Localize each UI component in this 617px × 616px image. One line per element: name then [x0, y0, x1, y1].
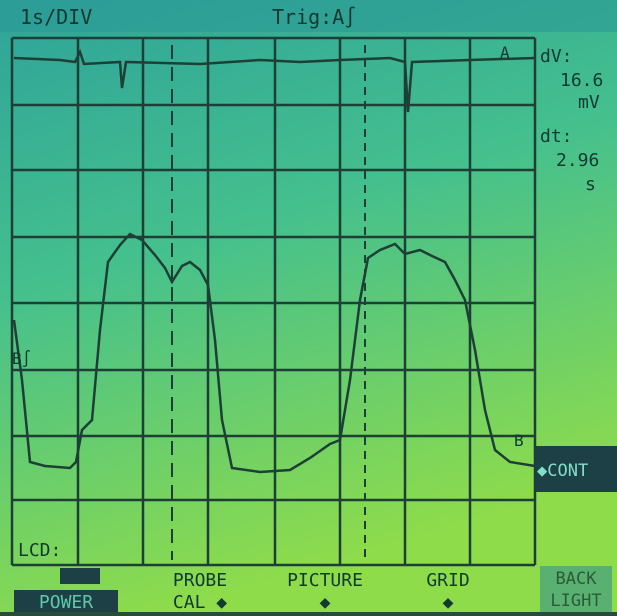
marker-a: A [500, 43, 510, 62]
trace-b [12, 232, 536, 474]
backlight-box [540, 566, 612, 612]
menu-cal[interactable]: CAL ◆ [173, 592, 227, 613]
dt-label: dt: [540, 126, 573, 147]
trigger: Trig:A∫ [272, 5, 356, 29]
menu-grid-arrow[interactable]: ◆ [443, 592, 454, 613]
menu-picture[interactable]: PICTURE [287, 570, 363, 591]
power-box [14, 590, 118, 612]
lcd-status: LCD: [18, 540, 61, 561]
header-bar [0, 0, 617, 32]
cont-box [535, 446, 617, 492]
dv-label: dV: [540, 46, 573, 67]
marker-b: B [514, 431, 524, 450]
cont-label[interactable]: ◆CONT [537, 461, 588, 481]
timebase: 1s/DIV [20, 5, 92, 29]
menu-probe[interactable]: PROBE [173, 570, 227, 591]
grid [10, 36, 537, 567]
menu-back[interactable]: BACK [556, 569, 598, 589]
marker-b-level: B∫ [12, 349, 31, 368]
menu-grid[interactable]: GRID [426, 570, 469, 591]
menu-picture-arrow[interactable]: ◆ [320, 592, 331, 613]
power-icon [60, 568, 100, 584]
trace-a [13, 48, 536, 113]
dt-unit: s [585, 174, 596, 195]
menu-light[interactable]: LIGHT [550, 591, 601, 611]
dv-value: 16.6 [560, 70, 603, 91]
menu-power[interactable]: POWER [39, 592, 93, 613]
dv-unit: mV [578, 92, 600, 113]
dt-value: 2.96 [556, 150, 599, 171]
